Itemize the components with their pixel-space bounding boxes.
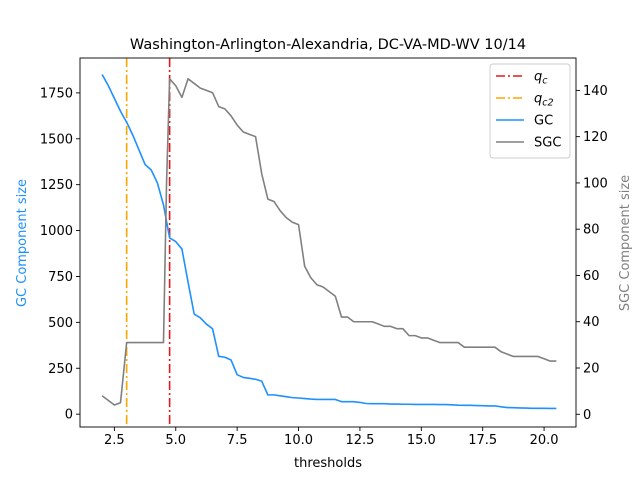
legend-label-sub: c2 bbox=[542, 98, 553, 109]
legend-label-q-c: qc bbox=[534, 70, 548, 87]
y-right-tick-label: 40 bbox=[583, 315, 600, 330]
legend-label-gc: GC bbox=[534, 114, 553, 129]
x-tick-label: 17.5 bbox=[468, 433, 497, 448]
plot-frame bbox=[79, 57, 577, 428]
x-tick-label: 5.0 bbox=[165, 433, 186, 448]
y-left-tick-label: 1250 bbox=[40, 178, 73, 193]
x-tick-label: 15.0 bbox=[407, 433, 436, 448]
y-right-tick-label: 0 bbox=[583, 408, 591, 423]
chart-title: Washington-Arlington-Alexandria, DC-VA-M… bbox=[130, 37, 526, 53]
legend-label-q-c2: qc2 bbox=[534, 92, 554, 109]
y-right-tick-label: 100 bbox=[583, 176, 608, 191]
x-tick-label: 10.0 bbox=[284, 433, 313, 448]
series-line-sgc bbox=[101, 78, 557, 406]
y-right-tick-label: 20 bbox=[583, 362, 600, 377]
x-tick-label: 12.5 bbox=[345, 433, 374, 448]
y-left-tick-label: 500 bbox=[48, 316, 73, 331]
legend-label-sub: c bbox=[542, 76, 548, 87]
series-line-gc bbox=[101, 74, 557, 410]
y-left-tick-label: 1500 bbox=[40, 132, 73, 147]
x-tick-label: 2.5 bbox=[104, 433, 125, 448]
y-right-tick-label: 140 bbox=[583, 84, 608, 99]
y-left-axis-label: GC Component size bbox=[15, 179, 30, 307]
x-tick-label: 20.0 bbox=[530, 433, 559, 448]
plot-area: 2.5 5.0 7.5 10.0 12.5 15.0 17.5 20.0 0 250 500 750 1… bbox=[40, 57, 608, 448]
legend-box bbox=[489, 63, 571, 159]
legend-label-main: q bbox=[534, 92, 542, 107]
y-right-tick-label: 80 bbox=[583, 223, 600, 238]
x-tick-label: 7.5 bbox=[227, 433, 248, 448]
y-left-tick-label: 250 bbox=[48, 362, 73, 377]
y-right-tick-label: 120 bbox=[583, 130, 608, 145]
legend-label-sgc: SGC bbox=[534, 136, 561, 151]
y-right-axis-label: SGC Component size bbox=[618, 175, 633, 311]
y-right-tick-label: 60 bbox=[583, 269, 600, 284]
y-left-tick-label: 0 bbox=[65, 408, 73, 423]
y-left-tick-label: 750 bbox=[48, 270, 73, 285]
y-left-tick-label: 1000 bbox=[40, 224, 73, 239]
y-left-tick-label: 1750 bbox=[40, 86, 73, 101]
x-axis-label: thresholds bbox=[294, 456, 362, 471]
legend-label-main: q bbox=[534, 70, 542, 85]
